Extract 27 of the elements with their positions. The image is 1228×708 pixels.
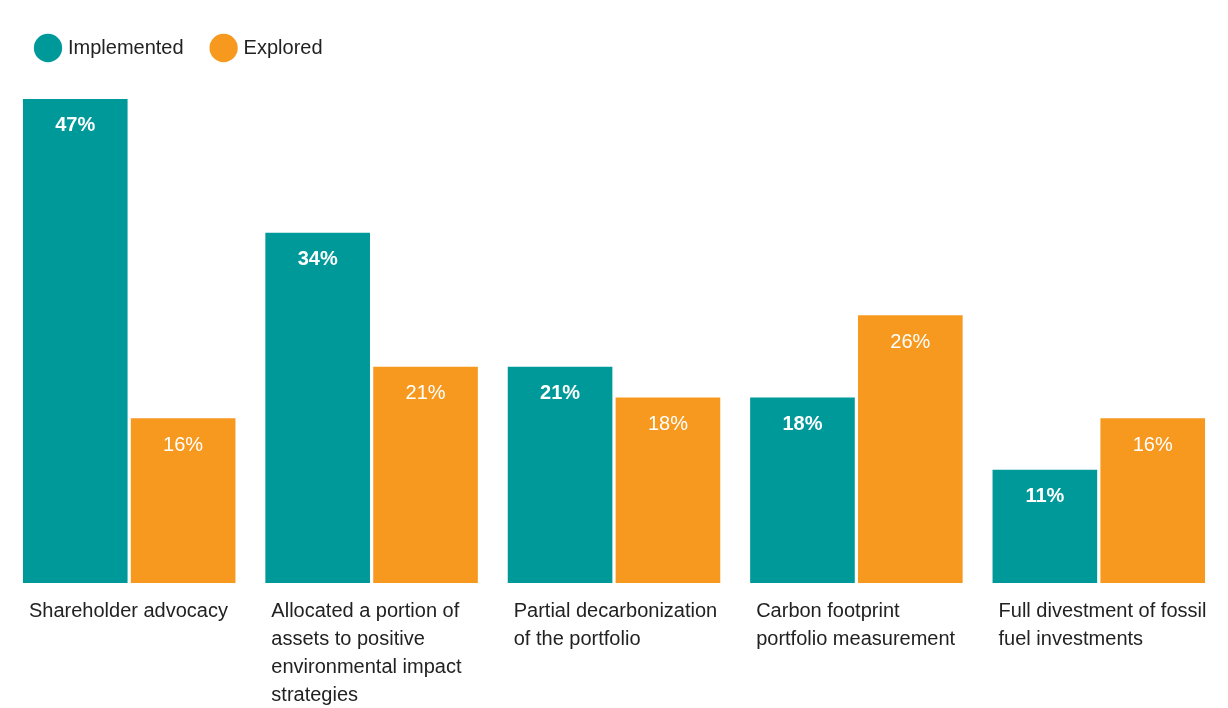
bar	[373, 366, 478, 583]
x-tick-label: Partial decarbonization of the portfolio	[513, 598, 718, 649]
x-tick-label: Full divestment of fossil fuel investments	[998, 598, 1207, 649]
x-tick-label: Carbon footprint portfolio measurement	[756, 598, 956, 649]
data-label: 21%	[540, 381, 581, 404]
bar	[615, 397, 721, 583]
bar	[992, 469, 1098, 583]
legend-label: Implemented	[68, 35, 184, 58]
bar	[858, 315, 963, 583]
bar	[750, 397, 855, 583]
data-label: 26%	[890, 329, 931, 352]
data-label: 34%	[297, 247, 338, 270]
legend-label: Explored	[243, 35, 323, 58]
bar	[265, 232, 370, 583]
x-tick-label: Allocated a portion of assets to positive environmental impact strategies	[271, 598, 462, 705]
data-label: 11%	[1025, 484, 1065, 507]
bar	[1100, 418, 1206, 583]
x-tick-label: Shareholder advocacy	[28, 598, 228, 621]
data-label: 16%	[1132, 432, 1173, 455]
bar	[130, 418, 236, 583]
data-label: 21%	[405, 381, 446, 404]
data-label: 47%	[55, 113, 96, 136]
data-label: 18%	[647, 412, 689, 435]
data-label: 16%	[163, 432, 204, 455]
data-label: 18%	[782, 412, 823, 435]
bar	[507, 366, 613, 583]
bar	[22, 98, 128, 583]
